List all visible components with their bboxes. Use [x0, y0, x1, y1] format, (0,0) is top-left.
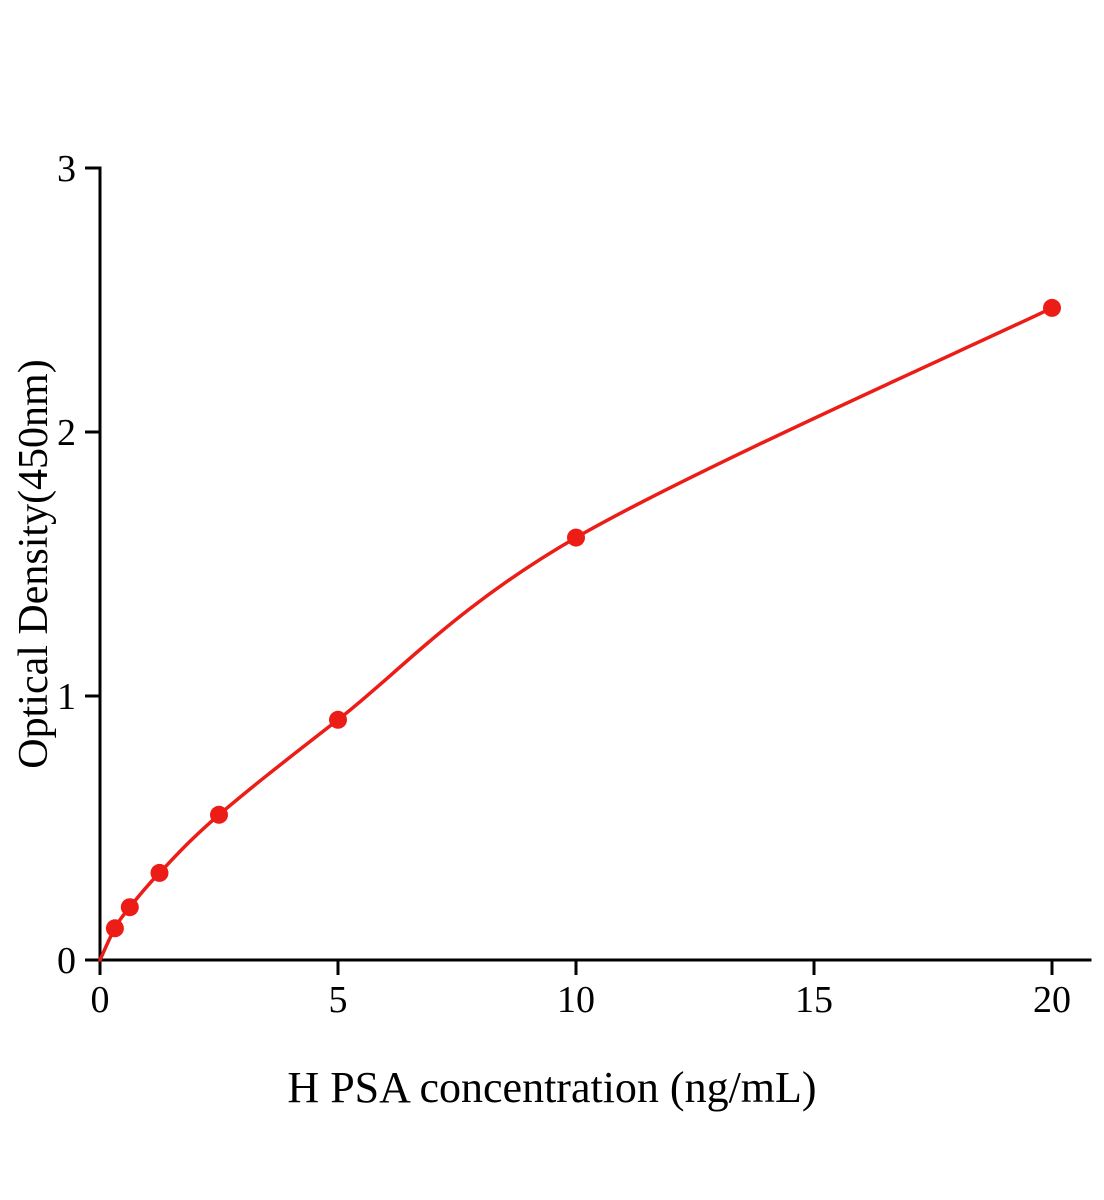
x-tick-label: 15 [795, 979, 833, 1021]
data-point-marker [329, 710, 347, 729]
y-tick-label: 0 [57, 940, 76, 982]
x-tick-label: 0 [91, 979, 110, 1021]
y-axis-label: Optical Density(450nm) [11, 359, 57, 769]
data-point-marker [105, 919, 124, 938]
y-tick-label: 3 [57, 148, 76, 190]
data-point-marker [210, 805, 228, 824]
fit-curve [98, 306, 1054, 962]
axes [98, 166, 1092, 962]
x-tick-label: 20 [1033, 979, 1071, 1021]
data-point-marker [1043, 298, 1061, 317]
x-tick-label: 5 [329, 979, 348, 1021]
data-point-marker [567, 528, 585, 547]
x-tick-label: 10 [557, 979, 595, 1021]
data-point-marker [120, 898, 139, 917]
x-axis-label: H PSA concentration (ng/mL) [287, 1063, 817, 1112]
data-point-marker [150, 863, 169, 882]
y-tick-label: 1 [57, 676, 76, 718]
y-tick-label: 2 [57, 412, 76, 454]
